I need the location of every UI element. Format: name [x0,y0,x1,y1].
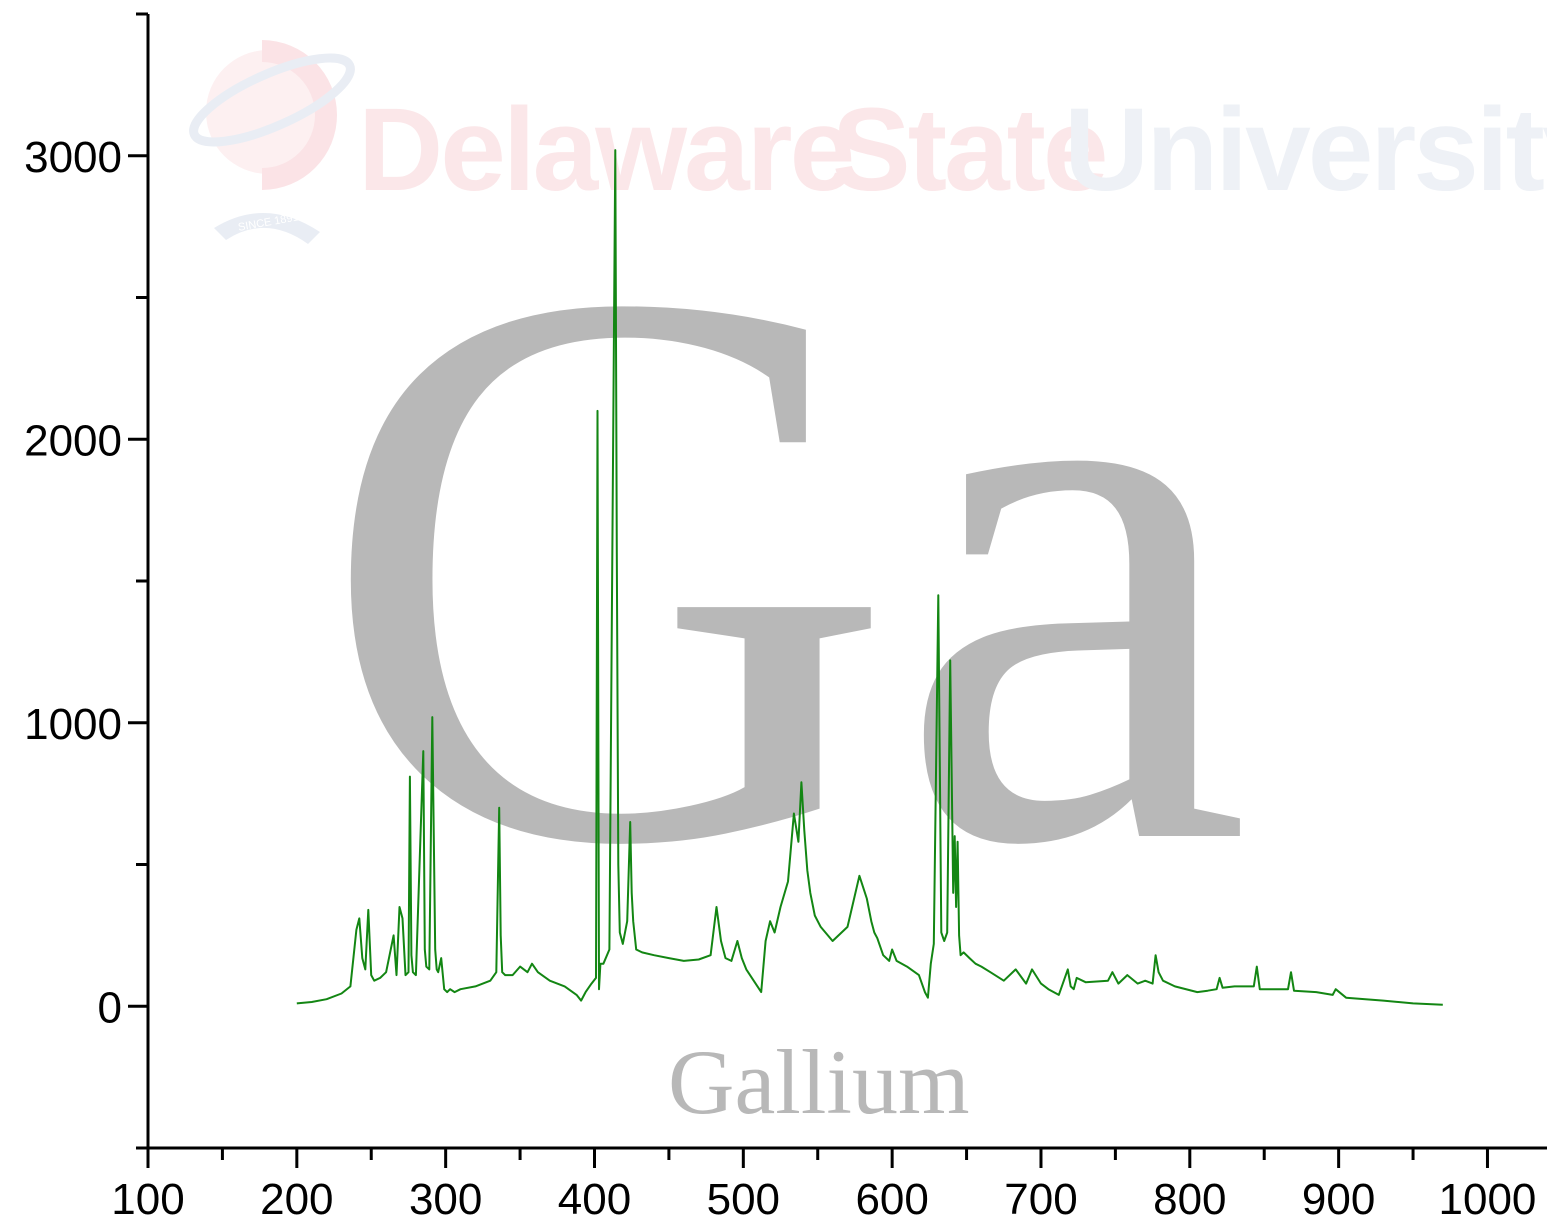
x-tick-label: 500 [707,1175,780,1224]
series-layer [296,149,1443,1006]
logo-word-delaware: Delaware [358,84,852,216]
element-symbol: Ga [318,124,1251,1010]
x-tick-label: 600 [855,1175,928,1224]
y-axis-ticks: 0 1000 2000 3000 [24,12,148,1150]
element-name: Gallium [668,1031,970,1133]
x-tick-label: 800 [1153,1175,1226,1224]
series-line-0 [296,149,1443,1006]
x-tick-label: 400 [558,1175,631,1224]
globe-icon: SINCE 1891 [189,40,355,244]
x-tick-label: 200 [260,1175,333,1224]
y-tick-label: 3000 [24,133,122,182]
x-tick-label: 900 [1302,1175,1375,1224]
x-tick-label: 300 [409,1175,482,1224]
logo-word-university: University [1064,84,1547,216]
x-axis-ticks: 100 200 300 400 500 600 700 800 900 1000 [111,1148,1536,1224]
x-tick-label: 1000 [1439,1175,1537,1224]
y-tick-label: 0 [98,983,122,1032]
x-tick-label: 700 [1004,1175,1077,1224]
y-tick-label: 1000 [24,700,122,749]
university-watermark: SINCE 1891 Delaware State University [189,40,1547,244]
y-tick-label: 2000 [24,416,122,465]
axes: 0 1000 2000 3000 100 200 300 400 500 600 700 800 90… [24,12,1547,1224]
logo-word-state: State [832,84,1106,216]
x-tick-label: 100 [111,1175,184,1224]
